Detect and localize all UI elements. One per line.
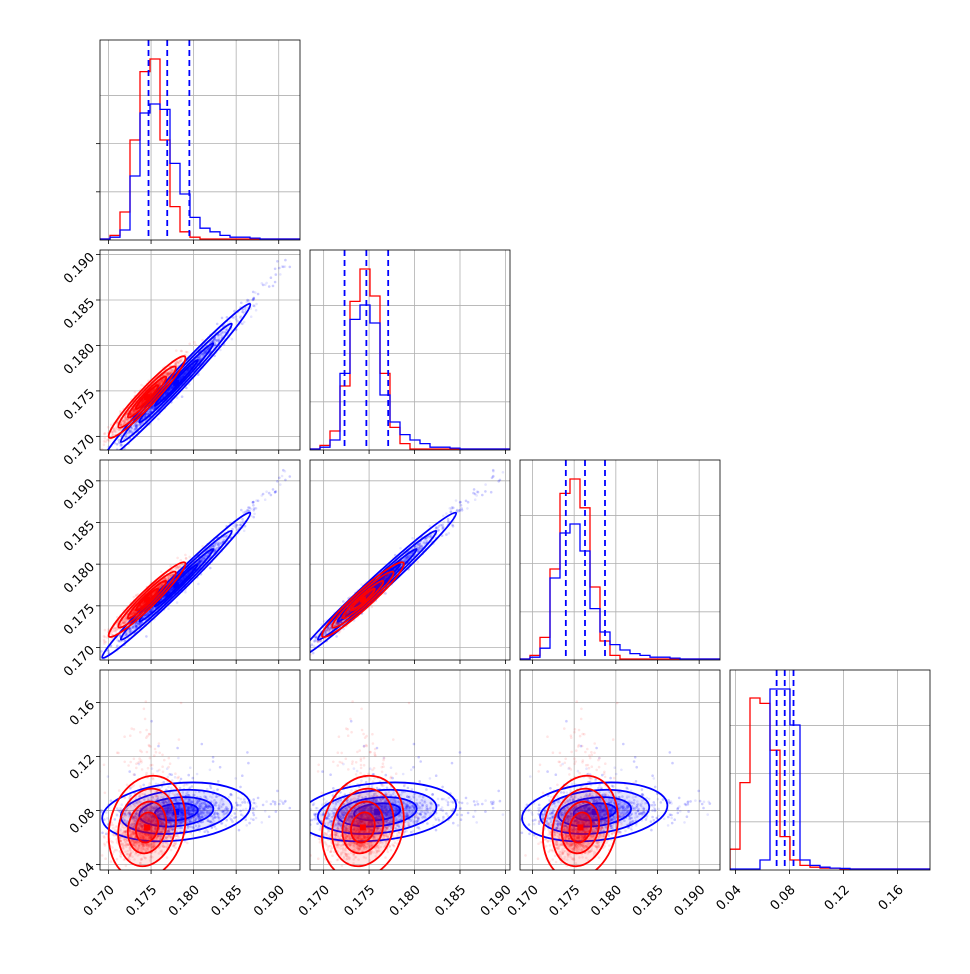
- sample-point-blue: [181, 395, 184, 398]
- sample-point-blue: [243, 530, 246, 533]
- sample-point-red: [186, 351, 189, 354]
- sample-point-red: [110, 424, 113, 427]
- contour-center-red: [144, 394, 150, 400]
- sample-point-blue: [272, 285, 275, 288]
- sample-point-blue: [97, 464, 100, 467]
- panel-1-0: [94, 240, 312, 470]
- panel-2-0: [94, 454, 312, 667]
- sample-point-blue: [216, 323, 219, 326]
- sample-point-red: [140, 384, 143, 387]
- sample-point-blue: [281, 475, 284, 478]
- sample-point-blue: [275, 273, 278, 276]
- sample-point-blue: [279, 273, 282, 276]
- sample-point-blue: [96, 463, 99, 466]
- sample-point-blue: [100, 462, 103, 465]
- sample-point-blue: [221, 317, 224, 320]
- sample-point-blue: [278, 267, 281, 270]
- sample-point-blue: [282, 266, 285, 269]
- sample-point-blue: [96, 467, 99, 470]
- sample-point-blue: [96, 665, 99, 668]
- sample-point-blue: [101, 463, 104, 466]
- sample-point-blue: [107, 457, 110, 460]
- sample-point-blue: [167, 607, 170, 610]
- sample-point-red: [103, 433, 106, 436]
- panel-0-0: [96, 40, 300, 244]
- sample-point-blue: [100, 462, 103, 465]
- panel-content: [94, 454, 312, 667]
- sample-point-blue: [97, 661, 100, 664]
- sample-point-blue: [103, 465, 106, 468]
- sample-point-blue: [102, 463, 105, 466]
- sample-point-blue: [226, 316, 229, 319]
- sample-point-blue: [97, 464, 100, 467]
- sample-point-blue: [242, 511, 245, 514]
- panel-content: [310, 250, 510, 450]
- sample-point-blue: [302, 256, 305, 259]
- sample-point-red: [103, 443, 106, 446]
- sample-point-red: [180, 350, 183, 353]
- sample-point-red: [98, 441, 101, 444]
- sample-point-blue: [176, 601, 179, 604]
- panel-content: [100, 40, 300, 240]
- sample-point-blue: [94, 467, 97, 470]
- sample-point-blue: [274, 268, 277, 271]
- sample-point-blue: [289, 266, 292, 269]
- sample-point-blue: [255, 303, 258, 306]
- sample-point-blue: [252, 304, 255, 307]
- sample-point-blue: [108, 455, 111, 458]
- sample-point-blue: [105, 452, 108, 455]
- sample-point-red: [201, 339, 204, 342]
- sample-point-blue: [103, 465, 106, 468]
- sample-point-blue: [247, 299, 250, 302]
- sample-point-blue: [274, 281, 277, 284]
- sample-point-blue: [310, 454, 313, 457]
- sample-point-blue: [255, 309, 258, 312]
- sample-point-blue: [270, 276, 273, 279]
- sample-point-blue: [197, 583, 200, 586]
- sample-point-blue: [101, 463, 104, 466]
- sample-point-blue: [105, 455, 108, 458]
- sample-point-blue: [243, 321, 246, 324]
- sample-point-red: [103, 451, 106, 454]
- sample-point-blue: [264, 498, 267, 501]
- sample-point-blue: [157, 418, 160, 421]
- sample-point-red: [193, 341, 196, 344]
- sample-point-blue: [240, 302, 243, 305]
- sample-point-red: [104, 437, 107, 440]
- sample-point-blue: [94, 660, 97, 663]
- sample-point-blue: [262, 284, 265, 287]
- sample-point-blue: [253, 297, 256, 300]
- sample-point-blue: [257, 293, 260, 296]
- sample-point-red: [194, 343, 197, 346]
- sample-point-red: [104, 440, 107, 443]
- sample-point-blue: [268, 285, 271, 288]
- sample-point-blue: [219, 349, 222, 352]
- sample-point-blue: [302, 471, 305, 474]
- sample-point-red: [175, 349, 178, 352]
- sample-point-blue: [279, 483, 282, 486]
- contour-center-blue: [173, 380, 179, 386]
- sample-point-blue: [250, 315, 253, 318]
- histogram-blue: [310, 305, 510, 449]
- sample-point-blue: [265, 490, 268, 493]
- sample-point-blue: [184, 591, 187, 594]
- sample-point-blue: [253, 513, 256, 516]
- sample-point-blue: [310, 240, 313, 243]
- sample-point-blue: [96, 661, 99, 664]
- sample-point-blue: [252, 291, 255, 294]
- sample-point-blue: [96, 463, 99, 466]
- sample-point-red: [188, 343, 191, 346]
- sample-point-blue: [105, 455, 108, 458]
- panel-content: [94, 240, 312, 470]
- sample-point-red: [107, 426, 110, 429]
- sample-point-blue: [276, 260, 279, 263]
- sample-point-blue: [284, 259, 287, 262]
- sample-point-blue: [231, 338, 234, 341]
- sample-point-red: [134, 391, 137, 394]
- panel-1-1: [310, 250, 510, 454]
